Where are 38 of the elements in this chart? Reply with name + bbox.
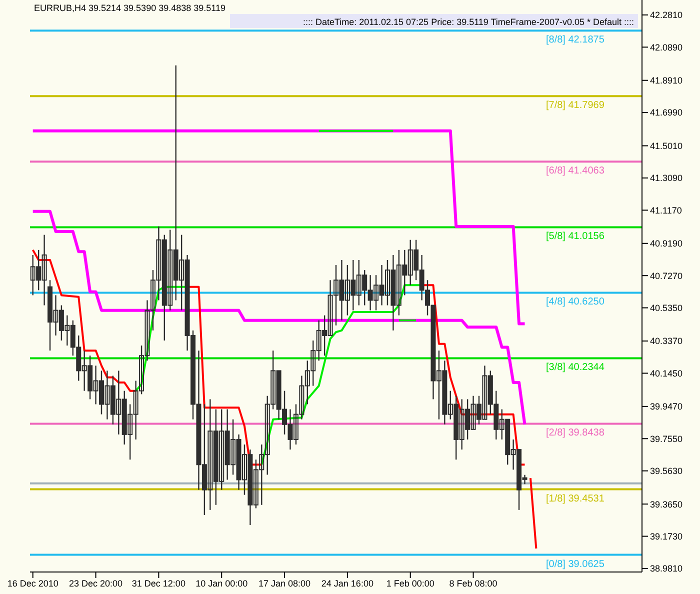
- text: :::: DateTime: 2011.02.15 07:25 Price: 39.5119 TimeFrame-2007-v0.05 * Default ::::: [302, 17, 634, 27]
- y-tick-label: 40.9190: [650, 238, 683, 249]
- y-tick-label: 40.1450: [650, 368, 683, 378]
- y-tick-label: 41.1170: [650, 205, 682, 216]
- y-tick-label: 40.7270: [650, 270, 683, 281]
- y-tick-label: 39.9470: [650, 402, 683, 412]
- y-tick-label: 41.3090: [650, 173, 683, 184]
- line-series: [31, 210, 526, 426]
- x-tick-label: 1 Feb 00:00: [386, 578, 434, 588]
- y-tick-label: 39.3650: [650, 499, 683, 510]
- y-tick-label: 40.3370: [650, 336, 683, 346]
- x-tick-label: 10 Jan 00:00: [196, 578, 248, 588]
- ref-line-label: [3/8] 40.2344: [546, 362, 605, 374]
- y-tick-label: 42.2810: [650, 10, 683, 20]
- x-tick-label: 23 Dec 20:00: [69, 578, 123, 588]
- y-tick-label: 39.7550: [650, 434, 683, 444]
- x-tick-label: 17 Jan 08:00: [258, 578, 311, 588]
- y-tick-label: 41.5010: [650, 140, 683, 151]
- ref-line-label: [8/8] 42.1875: [546, 34, 605, 46]
- y-tick-label: 41.8910: [650, 76, 683, 86]
- ref-line-label: [4/8] 40.6250: [546, 296, 605, 308]
- ref-line-label: [0/8] 39.0625: [546, 558, 605, 570]
- x-tick-label: 8 Feb 08:00: [449, 578, 498, 588]
- ref-line-label: [1/8] 39.4531: [546, 493, 605, 504]
- x-tick-label: 31 Dec 12:00: [132, 578, 186, 588]
- ref-line-label: [5/8] 41.0156: [546, 231, 605, 242]
- y-tick-label: 40.5350: [650, 303, 683, 313]
- ref-line-label: [6/8] 41.4063: [546, 166, 605, 177]
- chart-title: EURRUB,H4 39.5214 39.5390 39.4838 39.5119: [34, 3, 226, 13]
- y-tick-label: 42.0890: [650, 42, 683, 52]
- ref-line-label: [7/8] 41.7969: [546, 100, 605, 112]
- y-tick-label: 39.1730: [650, 531, 683, 542]
- ref-line-label: [2/8] 39.8438: [546, 428, 605, 439]
- x-tick-label: 16 Dec 2010: [7, 578, 58, 588]
- y-tick-label: 39.5630: [650, 466, 683, 476]
- y-tick-label: 38.9810: [650, 564, 683, 574]
- y-tick-label: 41.6990: [650, 108, 683, 118]
- x-tick-label: 24 Jan 16:00: [321, 578, 374, 588]
